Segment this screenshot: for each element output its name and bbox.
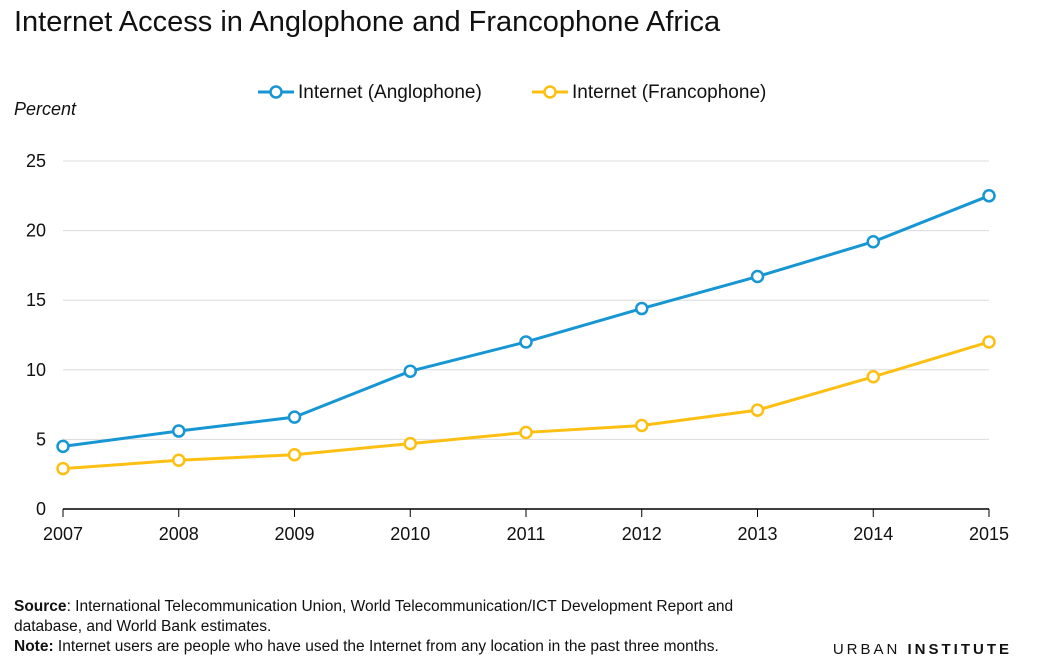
y-axis-ticks: 0 5 10 15 20 25 xyxy=(26,151,46,519)
data-point xyxy=(519,335,533,349)
y-tick-label: 10 xyxy=(26,360,46,380)
legend-label: Internet (Anglophone) xyxy=(298,82,482,103)
note-label: Note: xyxy=(14,638,54,655)
data-point xyxy=(172,424,186,438)
note: Note: Internet users are people who have… xyxy=(14,637,804,657)
x-tick-label: 2007 xyxy=(43,524,83,544)
y-tick-label: 0 xyxy=(36,499,46,519)
data-point xyxy=(403,436,417,451)
y-axis-label: Percent xyxy=(14,99,77,119)
data-point xyxy=(750,269,765,284)
series-line-francophone xyxy=(62,340,990,471)
source-note: Source: International Telecommunication … xyxy=(14,597,804,637)
source-text: : International Telecommunication Union,… xyxy=(14,598,734,635)
x-tick-label: 2013 xyxy=(737,524,777,544)
note-text: Internet users are people who have used … xyxy=(53,638,719,655)
data-point xyxy=(403,364,417,378)
legend: Internet (Anglophone) Internet (Francopho… xyxy=(258,82,766,103)
y-tick-label: 15 xyxy=(26,290,46,310)
urban-institute-logo: URBAN INSTITUTE xyxy=(832,641,1012,658)
data-point xyxy=(982,335,996,349)
data-point xyxy=(56,439,70,454)
data-point xyxy=(635,301,649,316)
y-tick-label: 5 xyxy=(36,429,46,449)
x-tick-label: 2010 xyxy=(390,524,430,544)
data-point xyxy=(635,418,649,433)
y-tick-label: 25 xyxy=(26,151,46,171)
legend-swatch-marker xyxy=(269,85,283,99)
x-tick-label: 2014 xyxy=(853,524,893,544)
data-point xyxy=(172,453,186,468)
series-points xyxy=(56,189,996,476)
x-tick-label: 2012 xyxy=(622,524,662,544)
series-line-anglophone xyxy=(62,194,990,448)
data-point xyxy=(519,425,533,440)
x-tick-label: 2015 xyxy=(969,524,1009,544)
data-point xyxy=(982,189,996,203)
gridlines xyxy=(63,160,989,510)
x-tick-label: 2008 xyxy=(159,524,199,544)
legend-label: Internet (Francophone) xyxy=(572,82,766,103)
data-point xyxy=(866,370,880,384)
data-point xyxy=(750,403,765,417)
legend-swatch-marker xyxy=(543,85,557,99)
data-point xyxy=(56,461,70,476)
x-tick-label: 2011 xyxy=(507,524,546,544)
chart-footer: Source: International Telecommunication … xyxy=(14,597,804,657)
data-point xyxy=(287,447,302,462)
source-label: Source xyxy=(14,598,67,615)
y-tick-label: 20 xyxy=(26,221,46,241)
x-tick-label: 2009 xyxy=(274,524,314,544)
x-axis-ticks: 2007 2008 2009 2010 2011 2012 2013 2014 2015 xyxy=(43,509,1009,544)
data-point xyxy=(866,234,880,249)
data-point xyxy=(287,410,302,424)
chart-title: Internet Access in Anglophone and Franco… xyxy=(14,6,721,38)
